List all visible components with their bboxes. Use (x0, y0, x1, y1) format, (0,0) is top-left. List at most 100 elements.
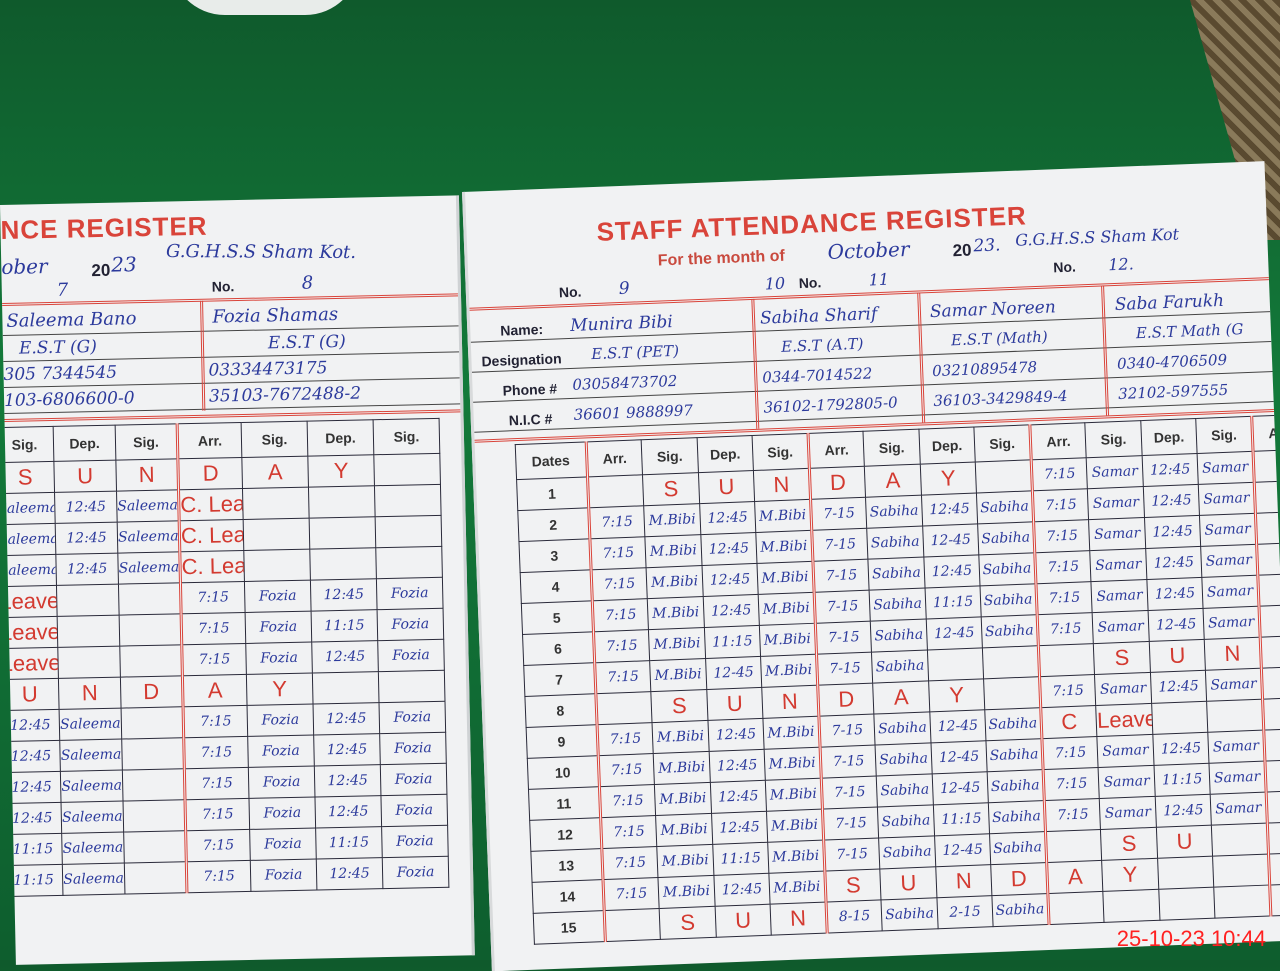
designation-label: Designation (481, 350, 562, 370)
attendance-cell: Fozia (244, 580, 312, 613)
nic-label: N.I.C # (508, 410, 553, 429)
attendance-cell: Samar (1090, 548, 1147, 582)
attendance-cell: Samar (1199, 513, 1257, 547)
attendance-cell: 11:15 (4, 864, 63, 897)
attendance-cell (375, 546, 443, 579)
attendance-cell: 7:15 (181, 612, 246, 645)
no-12: 12. (1107, 254, 1135, 275)
attendance-cell: N (770, 902, 827, 936)
attendance-cell: Saleema (59, 708, 122, 741)
attendance-cell: 11:15 (3, 833, 63, 866)
attendance-cell: Sabiha (868, 557, 925, 591)
date-cell: 2 (517, 507, 590, 542)
attendance-cell: S (0, 461, 55, 494)
attendance-cell: Leave (0, 647, 59, 680)
date-cell: 15 (533, 910, 606, 945)
attendance-cell: 7:15 (184, 767, 249, 800)
attendance-cell (975, 459, 1033, 493)
attendance-cell (1262, 697, 1280, 731)
attendance-cell: 8:15 (1268, 851, 1280, 886)
attendance-cell: M.Bibi (648, 627, 706, 661)
attendance-cell: N (1204, 637, 1262, 671)
attendance-cell (1212, 854, 1270, 888)
attendance-cell: M.Bibi (758, 592, 816, 626)
attendance-cell: Saleema (61, 801, 124, 834)
attendance-cell: 12:45 (700, 532, 758, 566)
attendance-cell: 7-15 (812, 559, 870, 593)
attendance-cell: Fozia (380, 794, 448, 827)
attendance-cell: Saleema (117, 520, 180, 554)
attendance-cell: 12:45 (54, 491, 118, 524)
attendance-cell: 7-15 (816, 652, 873, 686)
attendance-cell: S (650, 689, 708, 723)
attendance-cell: M.Bibi (646, 565, 703, 599)
attendance-cell: Sabiha (989, 831, 1047, 865)
attendance-cell: M.Bibi (645, 534, 702, 568)
no-label: No. (558, 283, 582, 301)
column-header: Dep. (53, 425, 116, 462)
attendance-cell: 7:15 (183, 736, 249, 769)
attendance-cell: 11:15 (311, 609, 378, 643)
attendance-cell (1151, 701, 1209, 735)
attendance-cell: 12:45 (1141, 453, 1199, 487)
attendance-cell (378, 670, 445, 703)
attendance-cell: 12:45 (316, 857, 383, 891)
attendance-cell: 7:15 (1039, 674, 1096, 708)
attendance-cell: 12:45 (707, 718, 765, 752)
left-no-value: 8 (301, 272, 314, 294)
attendance-cell: Sabiha (876, 773, 934, 807)
no-label: No. (1053, 258, 1077, 276)
attendance-cell (119, 644, 183, 678)
attendance-cell (982, 645, 1040, 679)
attendance-cell (1258, 604, 1280, 638)
attendance-cell (57, 646, 121, 679)
attendance-cell: 7-15 (810, 497, 867, 531)
column-header: Dep. (1140, 418, 1198, 456)
attendance-cell: M.Bibi (643, 503, 701, 537)
attendance-cell: M.Bibi (766, 809, 824, 843)
attendance-cell (56, 584, 120, 617)
column-header: Sig. (241, 421, 308, 458)
attendance-cell: Leave (0, 616, 58, 649)
attendance-cell: 7:15 (1033, 519, 1091, 553)
no-label: No. (798, 274, 822, 292)
attendance-cell: 12-45 (929, 709, 987, 743)
attendance-cell: N (935, 864, 993, 898)
attendance-cell: 12:45 (1, 709, 60, 742)
attendance-cell: Y (246, 673, 314, 706)
attendance-cell: M.Bibi (769, 871, 826, 905)
date-cell: 14 (532, 879, 604, 914)
school-name: G.G.H.S.S Sham Kot (1014, 224, 1180, 250)
attendance-cell: M.Bibi (759, 623, 817, 657)
attendance-cell: M.Bibi (656, 844, 714, 878)
column-header: Arr. (807, 431, 865, 469)
attendance-cell: 12:45 (2, 771, 62, 804)
attendance-cell: Fozia (250, 859, 317, 892)
date-cell: 4 (520, 569, 592, 604)
column-header: Dep. (696, 435, 754, 473)
attendance-cell: U (0, 678, 60, 711)
attendance-cell: Sabiha (979, 552, 1036, 586)
right-attendance-table: Dates Arr. Sig. Dep. Sig. Arr. Sig. Dep. Sig. Arr… (515, 407, 1280, 945)
attendance-cell: 12-45 (1147, 608, 1205, 642)
attendance-cell: U (698, 470, 755, 504)
attendance-cell (587, 474, 644, 508)
attendance-cell (1256, 542, 1280, 576)
attendance-cell: Samar (1202, 575, 1259, 609)
attendance-cell (1265, 789, 1280, 824)
date-cell: 9 (526, 724, 598, 759)
attendance-cell: 8-15 (825, 899, 883, 934)
attendance-cell: 12-45 (931, 771, 989, 805)
attendance-cell: D (120, 675, 184, 709)
attendance-cell: Samar (1208, 730, 1265, 764)
month-label: For the month of (657, 247, 786, 270)
attendance-cell: 7:15 (1032, 488, 1089, 522)
attendance-cell: 12-45 (930, 740, 988, 774)
attendance-cell (119, 613, 182, 647)
attendance-cell: 7-15 (815, 621, 872, 655)
month-value: October (827, 236, 910, 265)
date-cell: 13 (530, 848, 603, 883)
attendance-cell: 12:45 (55, 553, 119, 586)
attendance-cell: Sabiha (987, 769, 1045, 803)
attendance-cell: M.Bibi (765, 778, 823, 812)
